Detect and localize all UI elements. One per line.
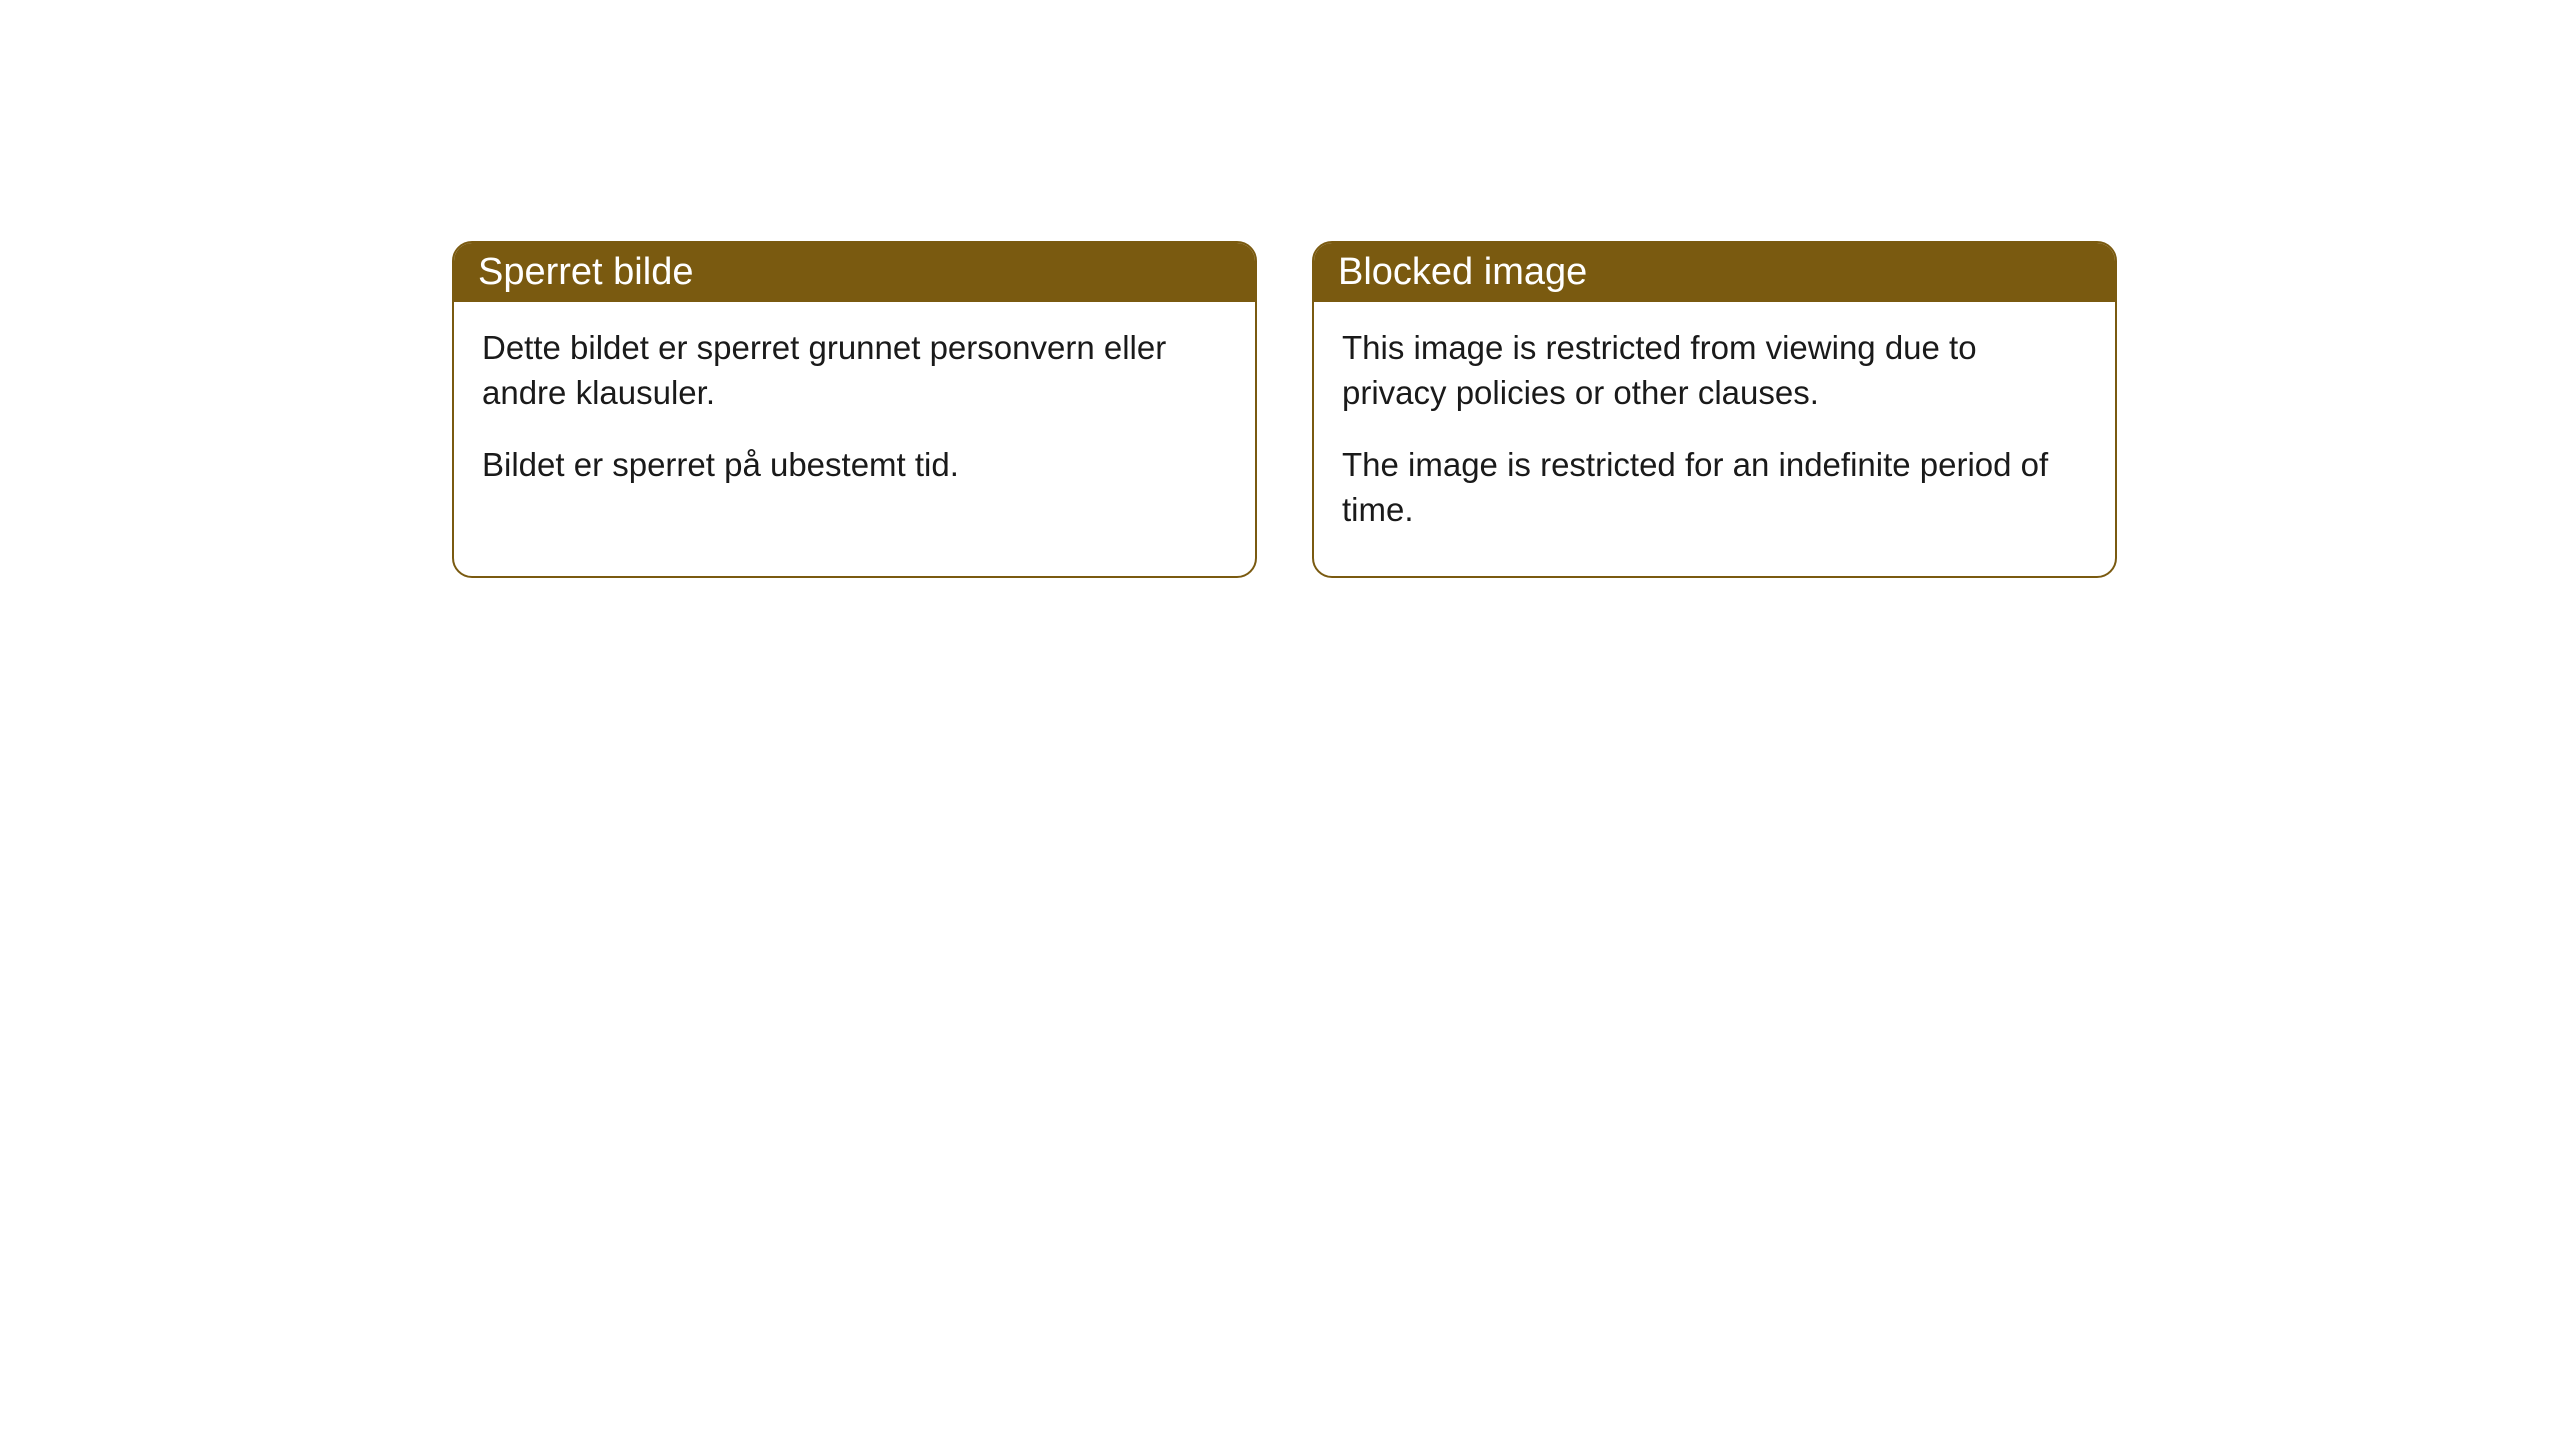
- card-text-en-1: This image is restricted from viewing du…: [1342, 326, 2087, 415]
- card-header-no: Sperret bilde: [454, 243, 1255, 302]
- cards-container: Sperret bilde Dette bildet er sperret gr…: [452, 241, 2117, 578]
- card-text-no-1: Dette bildet er sperret grunnet personve…: [482, 326, 1227, 415]
- card-text-en-2: The image is restricted for an indefinit…: [1342, 443, 2087, 532]
- card-body-en: This image is restricted from viewing du…: [1314, 302, 2115, 576]
- blocked-image-card-no: Sperret bilde Dette bildet er sperret gr…: [452, 241, 1257, 578]
- card-text-no-2: Bildet er sperret på ubestemt tid.: [482, 443, 1227, 488]
- blocked-image-card-en: Blocked image This image is restricted f…: [1312, 241, 2117, 578]
- card-body-no: Dette bildet er sperret grunnet personve…: [454, 302, 1255, 532]
- card-header-en: Blocked image: [1314, 243, 2115, 302]
